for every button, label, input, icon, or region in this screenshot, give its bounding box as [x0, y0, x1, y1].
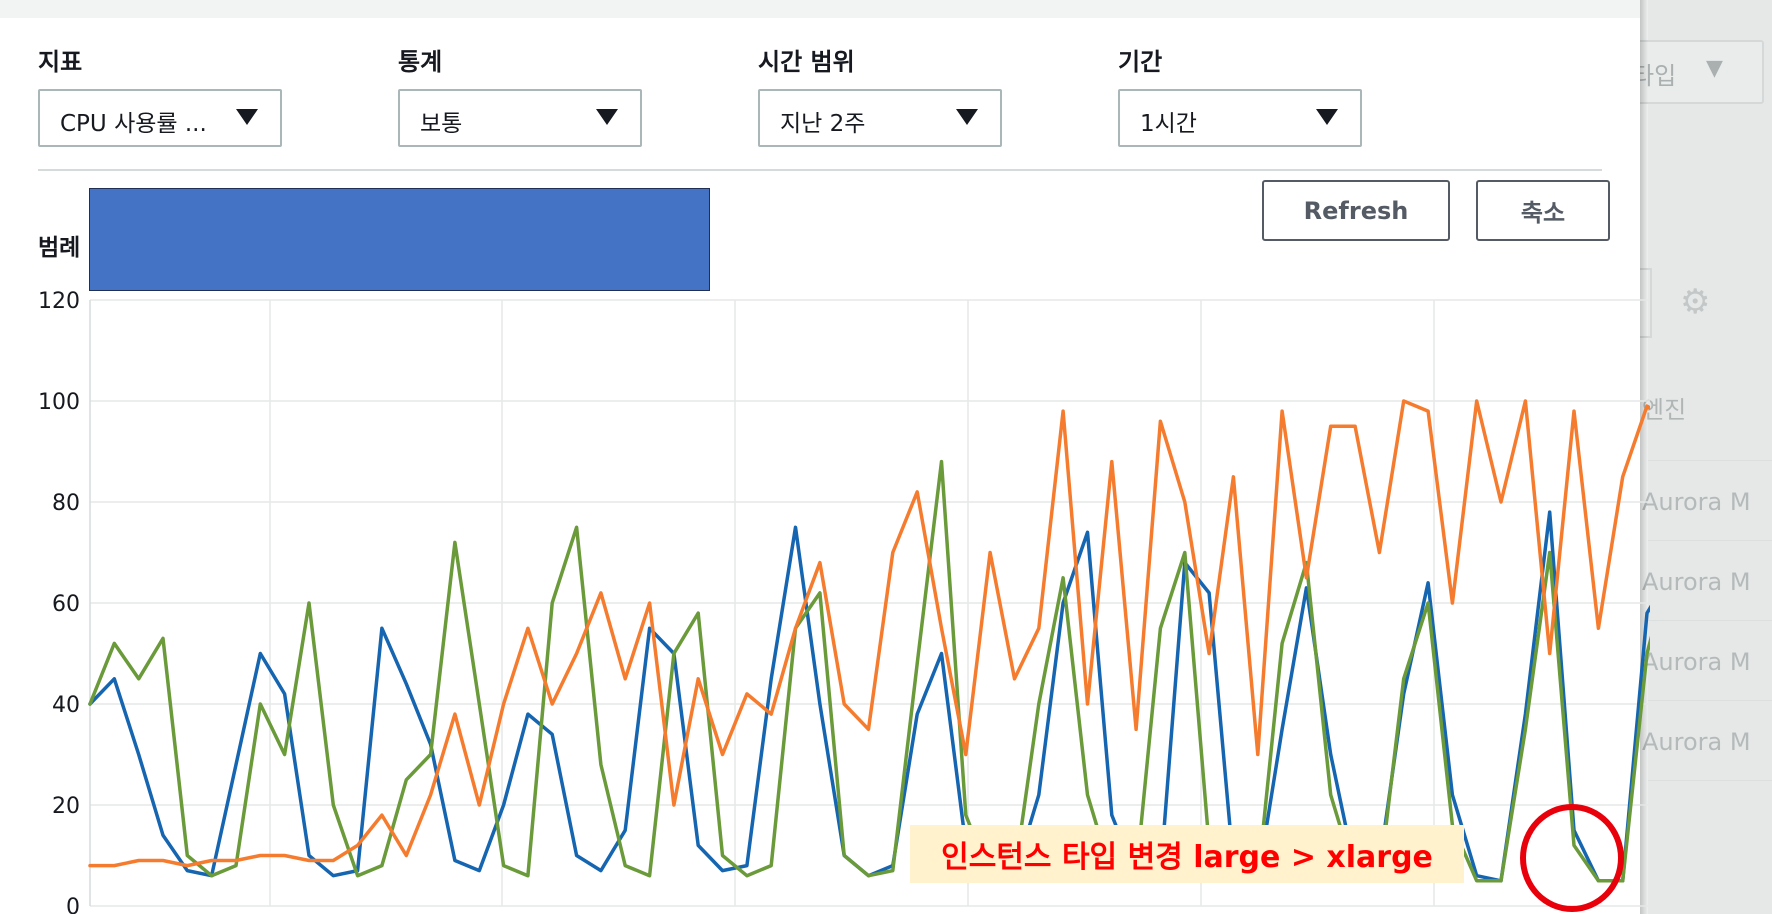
refresh-button[interactable]: Refresh: [1262, 180, 1450, 241]
y-tick-label: 100: [38, 390, 80, 415]
period-dropdown[interactable]: 1시간: [1118, 89, 1362, 147]
period-value: 1시간: [1140, 111, 1197, 137]
background-row: Aurora M: [1642, 728, 1751, 756]
statistic-value: 보통: [420, 111, 463, 137]
metrics-panel: [0, 18, 1640, 914]
cpu-utilization-chart: 0 20 40 60 80 100 120: [38, 289, 1650, 914]
background-divider: [1648, 700, 1772, 701]
top-strip: [0, 0, 1640, 19]
y-tick-label: 40: [52, 693, 80, 718]
background-divider: [1648, 620, 1772, 621]
series-line: [88, 459, 1650, 883]
metric-dropdown[interactable]: CPU 사용률 ...: [38, 89, 282, 147]
period-label: 기간: [1118, 48, 1163, 76]
background-page: [1648, 0, 1772, 914]
background-divider: [1648, 780, 1772, 781]
series-line: [88, 399, 1650, 868]
legend-label: 범례: [38, 235, 81, 261]
redacted-legend: [89, 188, 710, 291]
y-tick-label: 0: [66, 895, 80, 914]
shrink-button[interactable]: 축소: [1476, 180, 1610, 241]
gear-icon: ⚙: [1680, 282, 1711, 322]
time-range-dropdown[interactable]: 지난 2주: [758, 89, 1002, 147]
statistic-label: 통계: [398, 48, 443, 76]
time-range-value: 지난 2주: [780, 111, 866, 137]
y-tick-label: 60: [52, 592, 80, 617]
highlight-circle: [1520, 804, 1624, 912]
metric-value: CPU 사용률 ...: [60, 111, 207, 137]
y-tick-label: 120: [38, 289, 80, 314]
background-divider: [1648, 460, 1772, 461]
metric-label: 지표: [38, 48, 83, 76]
series-line: [88, 510, 1650, 883]
y-tick-label: 20: [52, 794, 80, 819]
caret-down-icon: [596, 109, 618, 125]
divider: [38, 169, 1602, 171]
caret-down-icon: [236, 109, 258, 125]
background-row: Aurora M: [1642, 648, 1751, 676]
y-tick-label: 80: [52, 491, 80, 516]
panel-shadow: [1640, 0, 1648, 914]
caret-down-icon: [956, 109, 978, 125]
annotation-box: 인스턴스 타입 변경 large > xlarge: [910, 825, 1464, 883]
background-divider: [1648, 540, 1772, 541]
background-row: Aurora M: [1642, 488, 1751, 516]
background-row: Aurora M: [1642, 568, 1751, 596]
statistic-dropdown[interactable]: 보통: [398, 89, 642, 147]
chevron-down-icon: ▼: [1706, 56, 1723, 81]
time-range-label: 시간 범위: [758, 48, 855, 76]
caret-down-icon: [1316, 109, 1338, 125]
